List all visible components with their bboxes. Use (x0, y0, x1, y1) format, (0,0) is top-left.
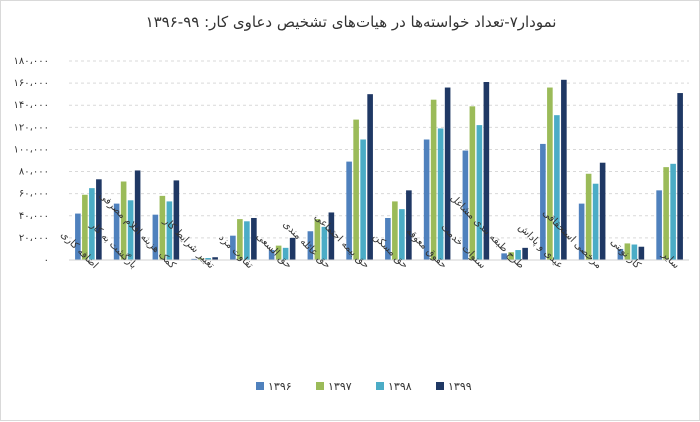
bar (75, 213, 81, 260)
bar (275, 245, 282, 260)
bar (617, 248, 624, 260)
bar (251, 217, 257, 260)
y-tick-label: ۴۰،۰۰۰ (19, 211, 49, 222)
y-tick-label: ۱۴۰،۰۰۰ (14, 100, 49, 111)
legend-label: ۱۳۹۶ (268, 380, 292, 393)
bar (578, 203, 585, 260)
bar (328, 212, 335, 260)
bar (483, 82, 490, 260)
bar (353, 119, 359, 260)
bar (198, 258, 204, 260)
bar (173, 180, 180, 260)
bar (444, 87, 451, 261)
y-axis-ticks: ۰ ۲۰،۰۰۰ ۴۰،۰۰۰ ۶۰،۰۰۰ ۸۰،۰۰۰ ۱۰۰،۰۰۰ ۱۲۰،۰۰۰ ۱… (14, 56, 49, 266)
bars (75, 79, 683, 261)
bar (677, 93, 683, 260)
y-tick-label: ۸۰،۰۰۰ (19, 167, 49, 178)
bar (392, 201, 398, 260)
y-tick-label: ۶۰،۰۰۰ (19, 189, 49, 200)
bar (96, 179, 102, 260)
gridlines (69, 60, 689, 239)
bar (663, 167, 669, 260)
bar (307, 231, 314, 260)
bar (631, 244, 638, 260)
chart-title: نمودار۷-تعداد خواسته‌ها در هیات‌های تشخی… (146, 13, 557, 31)
y-tick-label: ۰ (44, 255, 49, 266)
x-category-label: کار نوبتی (608, 237, 643, 272)
bar (437, 128, 444, 260)
y-tick-label: ۱۶۰،۰۰۰ (14, 78, 49, 89)
bar (360, 139, 366, 260)
bar (159, 195, 166, 260)
bar (423, 139, 430, 260)
bar (134, 170, 141, 260)
bar (406, 190, 412, 260)
legend-swatch (436, 382, 444, 390)
bar (346, 161, 352, 260)
bar (522, 247, 528, 260)
bar (282, 247, 289, 260)
bar (268, 250, 275, 260)
bar (89, 188, 95, 260)
bar (599, 162, 606, 260)
bar (244, 221, 250, 260)
legend-label: ۱۳۹۸ (388, 380, 412, 393)
bar (638, 246, 645, 260)
bar (656, 190, 662, 260)
legend: ۱۳۹۶ ۱۳۹۷ ۱۳۹۸ ۱۳۹۹ (256, 380, 472, 393)
bar (367, 94, 373, 261)
bar (385, 217, 391, 260)
legend-label: ۱۳۹۹ (448, 380, 472, 393)
bar (540, 143, 546, 260)
bar (237, 219, 243, 260)
bar (166, 201, 173, 260)
bar (585, 173, 592, 260)
bar (508, 252, 514, 260)
bar (230, 235, 236, 260)
y-tick-label: ۱۲۰،۰۰۰ (14, 122, 49, 133)
bar (476, 125, 483, 260)
bar (469, 106, 476, 260)
bar (501, 253, 507, 260)
legend-swatch (376, 382, 384, 390)
legend-swatch (316, 382, 324, 390)
legend-swatch (256, 382, 264, 390)
bar (554, 115, 560, 260)
bar (547, 87, 553, 261)
bar (212, 257, 218, 260)
y-tick-label: ۲۰،۰۰۰ (19, 233, 49, 244)
bar (321, 226, 328, 260)
bar (127, 200, 134, 260)
bar (152, 214, 159, 260)
bar (624, 243, 631, 260)
bar (515, 250, 521, 260)
bar (314, 219, 321, 260)
bar (430, 99, 437, 260)
bar (120, 181, 127, 260)
y-tick-label: ۱۰۰،۰۰۰ (14, 144, 49, 155)
bar (289, 237, 296, 260)
y-tick-label: ۱۸۰،۰۰۰ (14, 56, 49, 67)
bar (592, 183, 599, 260)
bar (670, 163, 676, 260)
bar (113, 203, 120, 260)
bar (82, 194, 88, 260)
legend-label: ۱۳۹۷ (328, 380, 352, 393)
bar (205, 258, 211, 260)
bar (462, 150, 469, 260)
bar (191, 258, 197, 260)
bar (399, 209, 405, 260)
bar (561, 79, 567, 261)
